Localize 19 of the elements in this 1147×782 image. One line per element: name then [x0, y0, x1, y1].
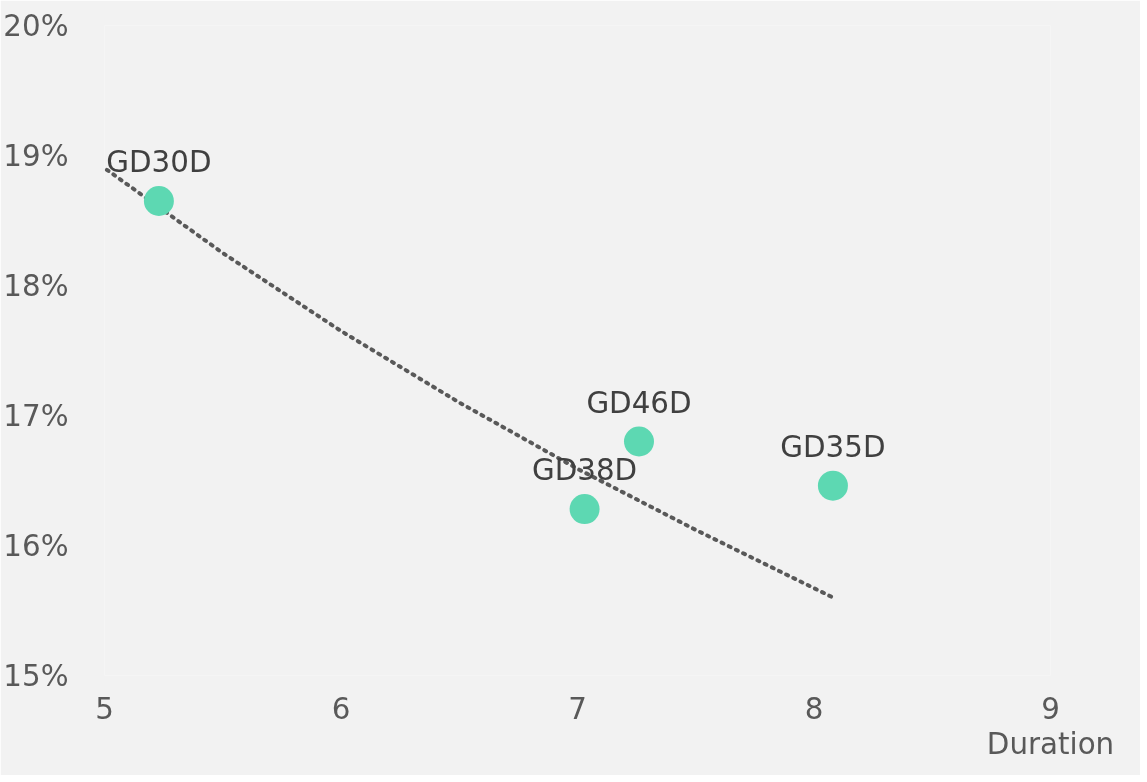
annotation: GD35D — [780, 429, 886, 464]
annotation: GD30D — [106, 145, 212, 179]
y-tick-label: 16% — [3, 528, 69, 563]
point — [817, 470, 848, 501]
x-tick-label: 5 — [95, 691, 114, 726]
y-tick-label: 19% — [3, 138, 69, 173]
x-tick-label: 6 — [331, 691, 351, 726]
y-tick-label: 17% — [3, 398, 69, 433]
y-tick-label: 15% — [3, 658, 69, 693]
point — [143, 186, 174, 216]
x-tick-label: 9 — [1041, 691, 1060, 726]
x-axis-title: Duration — [986, 726, 1115, 761]
point — [623, 426, 654, 457]
annotation: GD46D — [586, 385, 692, 420]
y-tick-label: 18% — [3, 268, 69, 303]
point — [569, 494, 600, 525]
x-tick-label: 7 — [568, 691, 587, 726]
y-tick-label: 20% — [3, 8, 69, 43]
x-tick-label: 8 — [804, 691, 824, 726]
